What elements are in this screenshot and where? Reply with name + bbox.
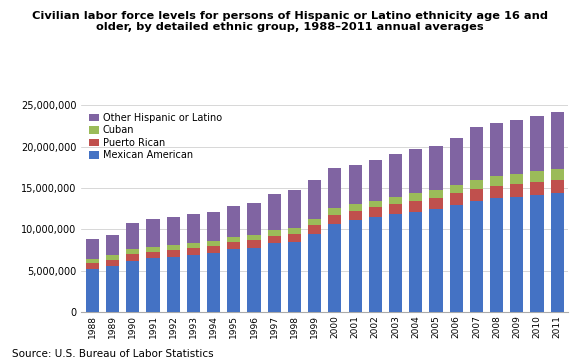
Bar bbox=[248, 234, 260, 240]
Bar bbox=[166, 257, 180, 312]
Bar bbox=[86, 263, 99, 269]
Bar bbox=[288, 234, 301, 242]
Bar bbox=[187, 215, 200, 243]
Bar bbox=[369, 217, 382, 312]
Bar bbox=[126, 223, 139, 249]
Bar bbox=[146, 220, 160, 247]
Bar bbox=[349, 165, 362, 204]
Bar bbox=[429, 198, 443, 209]
Bar bbox=[510, 184, 523, 197]
Bar bbox=[146, 258, 160, 312]
Bar bbox=[166, 217, 180, 245]
Bar bbox=[450, 138, 463, 185]
Bar bbox=[288, 242, 301, 312]
Bar bbox=[510, 197, 523, 312]
Bar bbox=[187, 243, 200, 248]
Bar bbox=[166, 250, 180, 257]
Bar bbox=[450, 185, 463, 193]
Bar bbox=[409, 149, 422, 193]
Bar bbox=[349, 204, 362, 211]
Bar bbox=[187, 255, 200, 312]
Bar bbox=[490, 176, 503, 186]
Bar bbox=[429, 190, 443, 198]
Bar bbox=[268, 236, 281, 244]
Bar bbox=[450, 205, 463, 312]
Bar bbox=[106, 255, 119, 260]
Bar bbox=[328, 208, 342, 215]
Text: Civilian labor force levels for persons of Hispanic or Latino ethnicity age 16 a: Civilian labor force levels for persons … bbox=[32, 11, 548, 33]
Bar bbox=[490, 186, 503, 198]
Bar bbox=[369, 208, 382, 217]
Bar bbox=[207, 212, 220, 241]
Bar bbox=[389, 154, 402, 196]
Bar bbox=[490, 198, 503, 312]
Bar bbox=[551, 170, 564, 180]
Bar bbox=[389, 214, 402, 312]
Bar bbox=[106, 235, 119, 255]
Bar bbox=[510, 174, 523, 184]
Bar bbox=[126, 261, 139, 312]
Bar bbox=[429, 146, 443, 190]
Bar bbox=[288, 228, 301, 234]
Bar bbox=[389, 196, 402, 204]
Bar bbox=[470, 201, 483, 312]
Bar bbox=[86, 259, 99, 263]
Bar bbox=[146, 247, 160, 252]
Bar bbox=[510, 120, 523, 174]
Bar bbox=[268, 244, 281, 312]
Bar bbox=[227, 242, 240, 249]
Bar bbox=[349, 211, 362, 220]
Bar bbox=[531, 171, 543, 182]
Bar bbox=[126, 254, 139, 261]
Bar bbox=[268, 230, 281, 236]
Bar bbox=[531, 116, 543, 171]
Bar bbox=[207, 253, 220, 312]
Bar bbox=[146, 252, 160, 258]
Bar bbox=[369, 200, 382, 208]
Bar bbox=[409, 193, 422, 201]
Bar bbox=[308, 233, 321, 312]
Bar bbox=[248, 203, 260, 234]
Text: Source: U.S. Bureau of Labor Statistics: Source: U.S. Bureau of Labor Statistics bbox=[12, 349, 213, 359]
Bar bbox=[409, 201, 422, 212]
Bar bbox=[86, 269, 99, 312]
Bar bbox=[551, 193, 564, 312]
Bar bbox=[248, 248, 260, 312]
Bar bbox=[531, 195, 543, 312]
Bar bbox=[207, 246, 220, 253]
Bar bbox=[227, 206, 240, 237]
Legend: Other Hispanic or Latino, Cuban, Puerto Rican, Mexican American: Other Hispanic or Latino, Cuban, Puerto … bbox=[86, 110, 224, 163]
Bar bbox=[227, 237, 240, 242]
Bar bbox=[86, 239, 99, 259]
Bar bbox=[389, 204, 402, 214]
Bar bbox=[531, 182, 543, 195]
Bar bbox=[106, 266, 119, 312]
Bar bbox=[470, 127, 483, 180]
Bar bbox=[227, 249, 240, 312]
Bar bbox=[328, 224, 342, 312]
Bar bbox=[308, 225, 321, 233]
Bar bbox=[490, 123, 503, 176]
Bar bbox=[288, 189, 301, 228]
Bar bbox=[268, 194, 281, 230]
Bar bbox=[551, 180, 564, 193]
Bar bbox=[349, 220, 362, 312]
Bar bbox=[328, 215, 342, 224]
Bar bbox=[470, 180, 483, 189]
Bar bbox=[207, 241, 220, 246]
Bar bbox=[551, 112, 564, 170]
Bar bbox=[369, 160, 382, 200]
Bar bbox=[328, 168, 342, 208]
Bar bbox=[308, 180, 321, 219]
Bar bbox=[248, 240, 260, 248]
Bar bbox=[166, 245, 180, 250]
Bar bbox=[126, 249, 139, 254]
Bar bbox=[409, 212, 422, 312]
Bar bbox=[187, 248, 200, 255]
Bar bbox=[429, 209, 443, 312]
Bar bbox=[308, 219, 321, 225]
Bar bbox=[450, 193, 463, 205]
Bar bbox=[470, 189, 483, 201]
Bar bbox=[106, 260, 119, 266]
